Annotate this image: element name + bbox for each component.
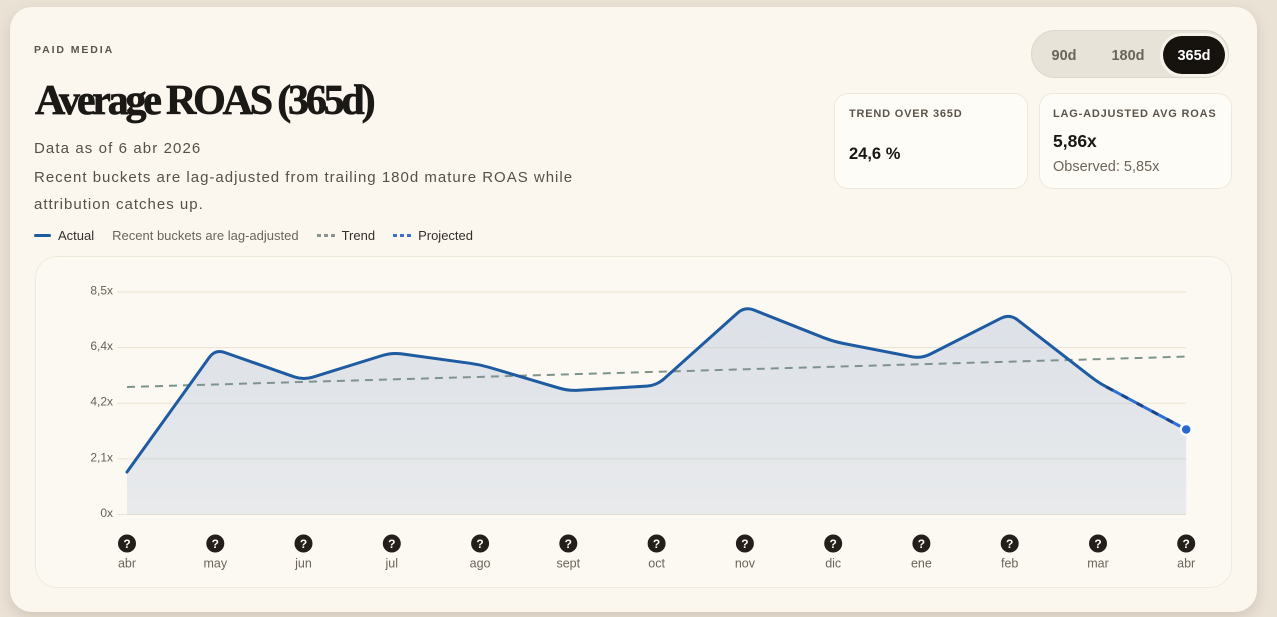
svg-text:?: ? [653,537,660,551]
svg-text:jun: jun [294,557,312,571]
svg-text:?: ? [918,537,925,551]
svg-text:?: ? [123,537,130,551]
svg-text:feb: feb [1001,557,1018,571]
svg-text:mar: mar [1087,557,1109,571]
svg-text:4,2x: 4,2x [90,395,113,409]
svg-text:?: ? [1094,537,1101,551]
svg-text:may: may [203,557,227,571]
svg-text:6,4x: 6,4x [90,339,113,353]
svg-text:ago: ago [470,557,491,571]
svg-text:8,5x: 8,5x [90,284,113,298]
svg-text:?: ? [212,537,219,551]
svg-text:abr: abr [1177,557,1195,571]
svg-text:0x: 0x [100,506,113,520]
svg-text:?: ? [476,537,483,551]
svg-text:?: ? [1006,537,1013,551]
svg-text:dic: dic [825,557,841,571]
svg-text:?: ? [830,537,837,551]
svg-text:ene: ene [911,557,932,571]
svg-text:sept: sept [556,557,580,571]
svg-text:nov: nov [735,557,756,571]
svg-text:2,1x: 2,1x [90,450,113,464]
svg-text:abr: abr [118,557,136,571]
svg-text:oct: oct [648,557,665,571]
svg-text:?: ? [388,537,395,551]
svg-text:?: ? [300,537,307,551]
svg-text:?: ? [1183,537,1190,551]
svg-text:?: ? [741,537,748,551]
svg-text:?: ? [565,537,572,551]
svg-text:jul: jul [385,557,399,571]
